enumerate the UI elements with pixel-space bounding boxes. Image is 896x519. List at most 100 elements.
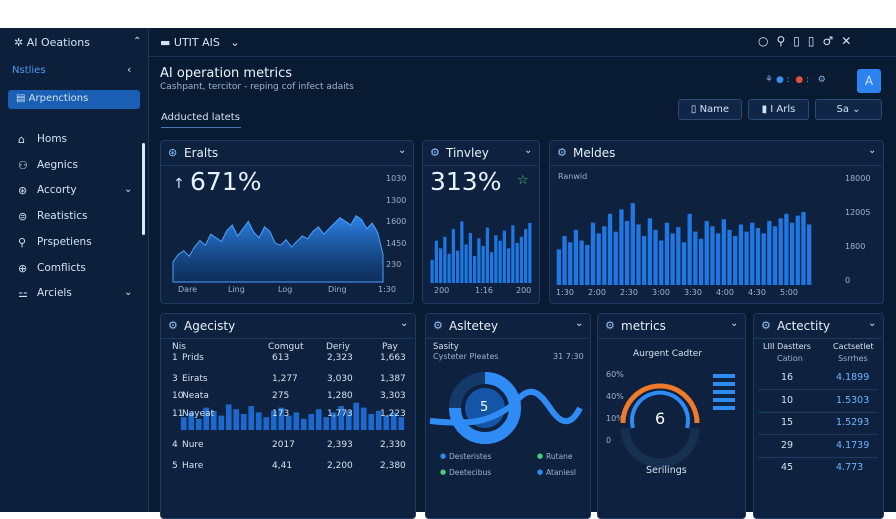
chart-label: Ranwid xyxy=(558,172,588,181)
table-cell: 275 xyxy=(272,391,290,401)
gauge-outer xyxy=(620,383,700,424)
bar xyxy=(180,417,187,430)
card-menu[interactable]: ⌄ xyxy=(868,318,877,329)
bar xyxy=(636,224,641,285)
nav-icon: ⚇ xyxy=(18,158,28,172)
bar xyxy=(203,407,210,430)
card-divider xyxy=(753,338,882,339)
bar xyxy=(240,414,247,430)
button-icon: ▯ xyxy=(690,104,700,115)
x-label: Dare xyxy=(178,285,198,294)
nav-item[interactable]: Homs xyxy=(37,133,68,145)
table-cell: 1.5293 xyxy=(836,417,870,428)
gauge-label: Aurgent Cadter xyxy=(633,349,703,359)
bar xyxy=(528,222,532,283)
card-menu[interactable]: ⌄ xyxy=(398,145,407,156)
bar xyxy=(624,220,630,285)
nav-item[interactable]: Arciels xyxy=(37,287,72,300)
gauge-footer: Serilings xyxy=(646,465,687,476)
table-cell: 3,030 xyxy=(327,374,353,384)
nav-icon: ⊜ xyxy=(18,210,28,224)
table-cell: 11 xyxy=(172,409,184,419)
card-menu[interactable]: ⌄ xyxy=(730,318,739,329)
button-label: Sa xyxy=(836,104,849,115)
nav-icon: ⌂ xyxy=(18,133,25,146)
bar xyxy=(556,249,562,285)
y-label: 1450 xyxy=(386,238,407,248)
filter-button[interactable]: ▮ I Arls xyxy=(748,99,809,120)
legend-dot: ● xyxy=(440,468,447,476)
filter-button[interactable]: Sa ⌄ xyxy=(815,99,882,120)
card-menu[interactable]: ⌄ xyxy=(575,318,584,329)
bar xyxy=(727,229,732,285)
nav-chevron: ⌄ xyxy=(124,184,133,196)
scrollbar xyxy=(142,143,145,235)
gauge-bar xyxy=(713,382,735,386)
collapse-icon[interactable]: ⌃ xyxy=(133,36,142,47)
bar xyxy=(596,233,601,285)
gauge-bar xyxy=(713,374,735,378)
y-label: 1800 xyxy=(845,242,866,251)
bar xyxy=(464,244,468,283)
nav-item[interactable]: Aegnics xyxy=(37,158,78,171)
x-label: 4:00 xyxy=(716,288,734,297)
x-label: 2:30 xyxy=(620,288,638,297)
bar xyxy=(755,228,761,285)
nav-item[interactable]: Comflicts xyxy=(37,261,86,274)
bar xyxy=(255,412,262,430)
legend-label: Ataniesl xyxy=(546,468,576,477)
x-label: 1:30 xyxy=(378,285,396,294)
bar xyxy=(647,218,653,285)
card-title: Asltetey xyxy=(449,319,499,333)
toolbar-icons[interactable]: ○⚲▯▯♂✕ xyxy=(758,34,860,48)
active-item[interactable]: ▤ Arpenctions xyxy=(8,90,140,109)
table-cell: 45 xyxy=(781,462,794,473)
column-header: Comgut xyxy=(268,342,304,352)
card-menu[interactable]: ⌄ xyxy=(400,318,409,329)
table-cell: 1,280 xyxy=(327,391,353,401)
button-label: I Arls xyxy=(770,104,796,115)
avatar-button[interactable]: A xyxy=(857,69,881,93)
y-label: 1300 xyxy=(386,195,407,205)
kpi-icon: ☆ xyxy=(517,173,529,188)
back-icon[interactable]: ‹ xyxy=(127,63,132,76)
bar xyxy=(375,410,382,430)
bar-chart xyxy=(430,221,532,283)
card-menu[interactable]: ⌄ xyxy=(524,145,533,156)
card-divider xyxy=(160,338,414,339)
legend-dot: ● xyxy=(537,468,544,476)
card-icon: ⚙ xyxy=(557,146,567,159)
table-cell: 4.1739 xyxy=(836,439,870,451)
bar xyxy=(434,240,438,283)
workspace[interactable]: ▬ UTIT AIS ⌄ xyxy=(160,36,240,49)
bar xyxy=(562,236,567,285)
tab[interactable]: Adducted latets xyxy=(161,112,240,123)
bar xyxy=(585,244,590,285)
card-title: Eralts xyxy=(184,146,219,160)
table-cell: 1 xyxy=(172,353,178,363)
page-subtitle: Cashpant, tercitor - reping cof infect a… xyxy=(160,82,354,92)
card-menu[interactable]: ⌄ xyxy=(868,145,877,156)
gauge-bar xyxy=(713,390,735,394)
nav-item[interactable]: Accorty xyxy=(37,184,77,197)
card-title: Tinvley xyxy=(446,146,489,160)
table-cell: Nure xyxy=(182,440,204,450)
nav-item[interactable]: Reatistics xyxy=(37,210,88,223)
y-label: 0 xyxy=(845,276,851,285)
app-name: ✲ AI Oeations xyxy=(14,36,90,49)
column-header: Nis xyxy=(172,342,186,352)
table-cell: 4.773 xyxy=(836,462,864,473)
bar xyxy=(767,220,772,285)
table-cell: 2,330 xyxy=(380,440,406,450)
nav-item[interactable]: Prspetiens xyxy=(37,235,92,248)
bar xyxy=(733,236,738,285)
table-cell: 2,380 xyxy=(380,461,406,471)
bar xyxy=(772,226,778,285)
card-divider xyxy=(422,165,538,166)
legend-label: Rutane xyxy=(546,452,573,461)
filter-button[interactable]: ▯ Name xyxy=(678,99,742,120)
bar xyxy=(490,252,494,283)
bar xyxy=(300,418,307,430)
bar xyxy=(710,226,715,285)
card-title: Meldes xyxy=(573,146,616,160)
